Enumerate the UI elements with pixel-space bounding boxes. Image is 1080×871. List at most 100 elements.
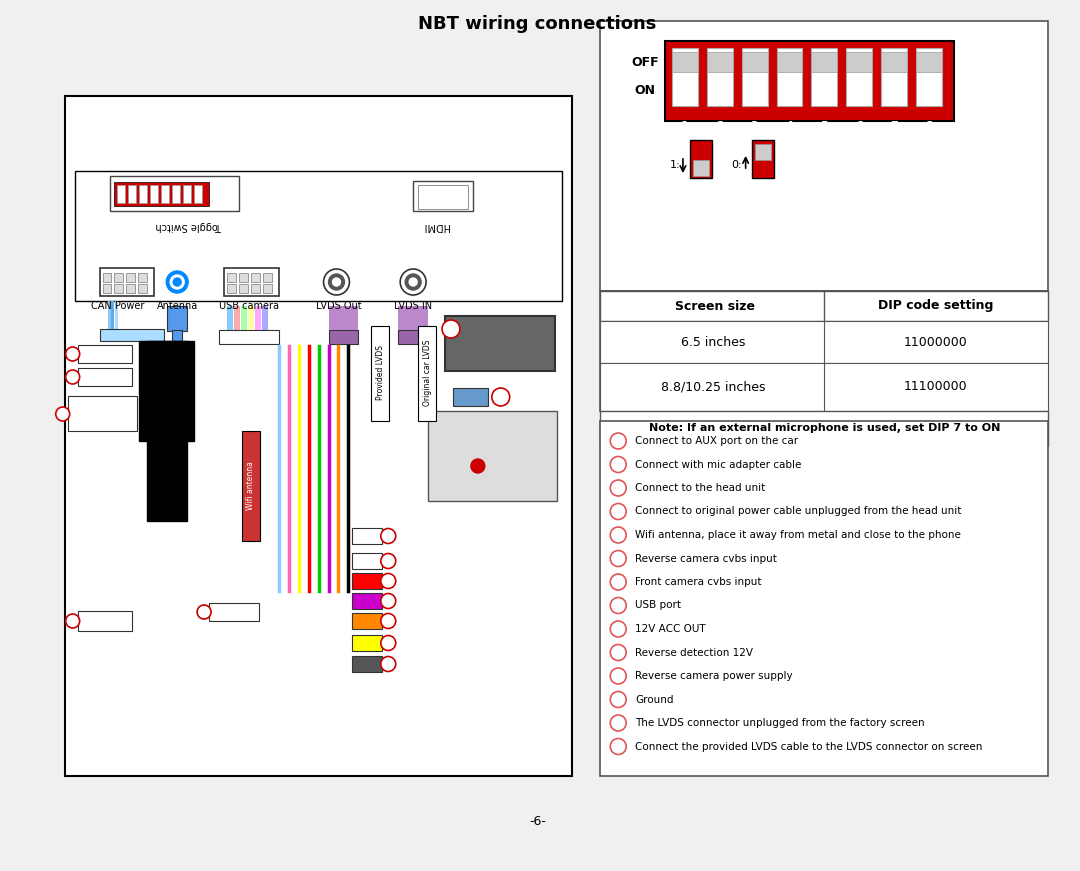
Text: 6: 6 bbox=[855, 121, 863, 131]
Text: Toggle Switch: Toggle Switch bbox=[156, 221, 222, 231]
Bar bbox=[251, 284, 260, 293]
Text: Connect to original power cable unplugged from the head unit: Connect to original power cable unplugge… bbox=[635, 507, 961, 517]
Bar bbox=[399, 330, 428, 344]
Bar bbox=[706, 52, 732, 72]
Bar bbox=[126, 273, 135, 282]
Bar bbox=[418, 185, 468, 209]
Bar bbox=[78, 345, 133, 363]
Bar bbox=[372, 326, 389, 421]
Text: USB camera: USB camera bbox=[219, 301, 279, 311]
Bar bbox=[129, 185, 136, 203]
Bar bbox=[262, 273, 272, 282]
Circle shape bbox=[166, 271, 188, 293]
Bar bbox=[99, 329, 164, 341]
Bar bbox=[777, 48, 802, 106]
Text: HDMI: HDMI bbox=[423, 221, 449, 231]
Bar bbox=[103, 273, 111, 282]
Bar bbox=[600, 291, 1049, 411]
Circle shape bbox=[198, 605, 211, 619]
Circle shape bbox=[381, 636, 395, 651]
Bar bbox=[428, 411, 557, 501]
Text: Connect the provided LVDS cable to the LVDS connector on screen: Connect the provided LVDS cable to the L… bbox=[635, 741, 983, 752]
Bar bbox=[68, 396, 137, 431]
Bar bbox=[126, 284, 135, 293]
Bar bbox=[139, 185, 147, 203]
Bar bbox=[811, 48, 837, 106]
Text: 2: 2 bbox=[616, 460, 621, 469]
Circle shape bbox=[381, 573, 395, 589]
Bar bbox=[261, 306, 268, 331]
Bar bbox=[139, 341, 194, 441]
Bar bbox=[352, 593, 382, 609]
Bar bbox=[752, 140, 773, 178]
Bar bbox=[108, 301, 110, 331]
Bar bbox=[78, 368, 133, 386]
Text: LVDS IN: LVDS IN bbox=[394, 301, 432, 311]
Bar bbox=[219, 330, 279, 344]
Text: Original car LVDS: Original car LVDS bbox=[422, 340, 432, 406]
Text: 10: 10 bbox=[613, 648, 623, 657]
Bar bbox=[65, 96, 572, 776]
Bar bbox=[352, 656, 382, 672]
Circle shape bbox=[405, 274, 421, 290]
Circle shape bbox=[610, 692, 626, 707]
Text: LVDS Out: LVDS Out bbox=[315, 301, 362, 311]
Bar bbox=[194, 185, 202, 203]
Bar bbox=[811, 52, 837, 72]
Text: Provided LVDS: Provided LVDS bbox=[376, 346, 384, 401]
Text: Connect to AUX port on the car: Connect to AUX port on the car bbox=[635, 436, 798, 446]
Text: 14: 14 bbox=[496, 393, 507, 402]
Bar bbox=[328, 330, 359, 344]
Circle shape bbox=[66, 370, 80, 384]
Bar bbox=[114, 273, 123, 282]
Bar bbox=[600, 321, 1049, 363]
Bar bbox=[672, 52, 698, 72]
Bar bbox=[352, 553, 382, 569]
Bar bbox=[111, 301, 114, 331]
Text: 10: 10 bbox=[383, 617, 393, 625]
Text: ON: ON bbox=[635, 84, 656, 98]
Bar bbox=[116, 301, 119, 331]
Text: 14: 14 bbox=[613, 742, 623, 751]
Text: Reverse detection 12V: Reverse detection 12V bbox=[635, 647, 753, 658]
Bar bbox=[227, 273, 235, 282]
Circle shape bbox=[66, 347, 80, 361]
Text: 9: 9 bbox=[616, 625, 621, 633]
Bar bbox=[227, 284, 235, 293]
Text: 1: 1 bbox=[681, 121, 689, 131]
Circle shape bbox=[610, 456, 626, 472]
Text: Wifi antenna, place it away from metal and close to the phone: Wifi antenna, place it away from metal a… bbox=[635, 530, 961, 540]
Text: ON ↓: ON ↓ bbox=[669, 133, 701, 143]
Text: USB port: USB port bbox=[635, 600, 681, 611]
Bar bbox=[916, 48, 942, 106]
Text: 3: 3 bbox=[616, 483, 621, 492]
Text: 5: 5 bbox=[616, 530, 621, 539]
Bar bbox=[693, 160, 708, 176]
Bar bbox=[742, 48, 768, 106]
Bar bbox=[103, 284, 111, 293]
Text: 13: 13 bbox=[446, 325, 456, 334]
Text: Note: If an external microphone is used, set DIP 7 to ON: Note: If an external microphone is used,… bbox=[649, 423, 1000, 433]
Bar bbox=[138, 273, 147, 282]
Bar bbox=[622, 36, 1000, 151]
Bar bbox=[352, 528, 382, 544]
Bar bbox=[99, 268, 154, 296]
Bar bbox=[114, 182, 210, 206]
Text: 5: 5 bbox=[202, 607, 206, 617]
Text: 11100000: 11100000 bbox=[904, 381, 968, 394]
Circle shape bbox=[171, 275, 185, 289]
Text: 7: 7 bbox=[616, 577, 621, 586]
Circle shape bbox=[381, 613, 395, 629]
Circle shape bbox=[610, 715, 626, 731]
Text: OEM head unit: OEM head unit bbox=[459, 339, 541, 349]
Text: 6: 6 bbox=[616, 554, 621, 563]
Bar bbox=[352, 635, 382, 651]
Bar bbox=[248, 306, 254, 331]
Bar bbox=[755, 144, 770, 160]
Bar bbox=[210, 603, 259, 621]
Bar bbox=[881, 52, 907, 72]
Text: -6-: -6- bbox=[529, 814, 546, 827]
Text: 3: 3 bbox=[60, 409, 66, 418]
Text: CAN Power: CAN Power bbox=[91, 301, 144, 311]
Circle shape bbox=[56, 407, 70, 421]
